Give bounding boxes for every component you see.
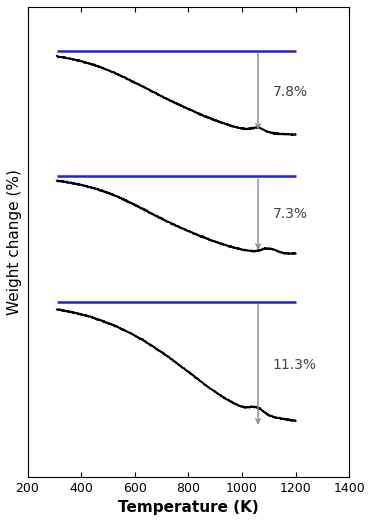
X-axis label: Temperature (K): Temperature (K) [118, 500, 259, 515]
Text: 7.3%: 7.3% [273, 207, 308, 221]
Y-axis label: Weight change (%): Weight change (%) [7, 169, 22, 315]
Text: 7.8%: 7.8% [273, 85, 308, 99]
Text: 11.3%: 11.3% [273, 358, 317, 372]
